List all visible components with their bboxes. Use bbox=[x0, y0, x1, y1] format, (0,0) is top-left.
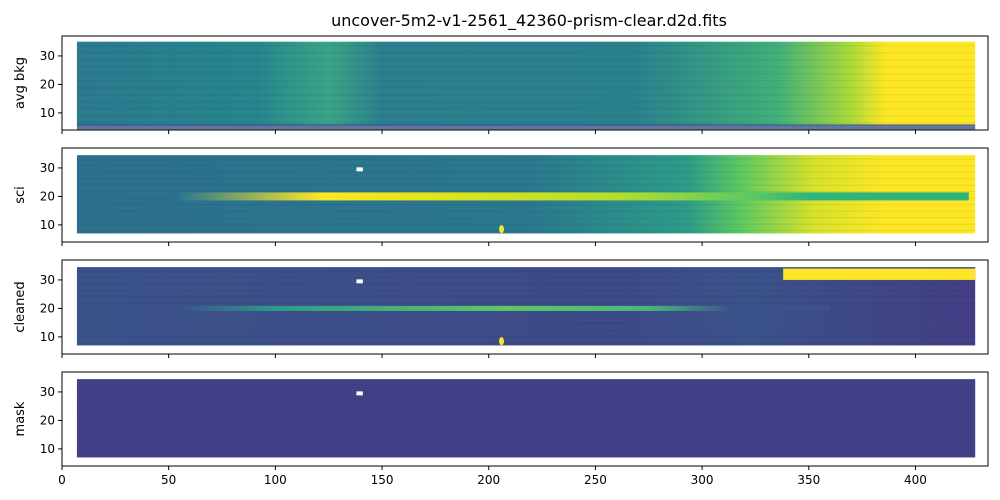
image-mask bbox=[76, 379, 976, 458]
hot-pixel bbox=[499, 337, 505, 346]
row-stripe bbox=[76, 59, 976, 61]
row-stripe bbox=[76, 421, 976, 423]
x-tick-label: 50 bbox=[161, 473, 176, 487]
row-stripe bbox=[76, 342, 976, 344]
row-stripe bbox=[76, 230, 976, 232]
row-stripe bbox=[76, 204, 976, 206]
y-tick-label: 30 bbox=[40, 385, 55, 399]
panel-mask: 10 20 30 mask bbox=[13, 371, 989, 470]
row-stripe bbox=[76, 45, 976, 47]
row-stripe bbox=[76, 191, 976, 193]
panel-cleaned: 10 20 30 cleaned bbox=[13, 259, 989, 358]
x-tick-label: 200 bbox=[477, 473, 500, 487]
row-stripe bbox=[76, 289, 976, 292]
axes-frame bbox=[61, 259, 989, 355]
row-stripe bbox=[76, 164, 976, 167]
row-stripe bbox=[76, 217, 976, 219]
row-stripe bbox=[76, 441, 976, 443]
x-tick-label: 400 bbox=[904, 473, 927, 487]
panels-group: 10 20 30 avg bkg 10 20 30 sci 10 20 30 cleaned 10 20 3… bbox=[13, 35, 989, 470]
y-tick-label: 20 bbox=[40, 189, 55, 203]
row-stripe bbox=[76, 66, 976, 68]
masked-pixel bbox=[356, 167, 363, 172]
row-stripe bbox=[76, 52, 976, 54]
row-stripe bbox=[76, 122, 976, 124]
masked-pixel bbox=[356, 279, 363, 284]
y-tick-label: 30 bbox=[40, 161, 55, 175]
x-tick-label: 100 bbox=[264, 473, 287, 487]
row-stripe bbox=[76, 434, 976, 436]
x-tick-label: 300 bbox=[691, 473, 714, 487]
row-stripe bbox=[76, 184, 976, 186]
y-axis-label: avg bkg bbox=[13, 57, 28, 109]
row-stripe bbox=[76, 177, 976, 180]
y-tick-label: 10 bbox=[40, 106, 55, 120]
row-stripe bbox=[76, 283, 976, 285]
y-tick-label: 20 bbox=[40, 77, 55, 91]
y-axis-label: cleaned bbox=[13, 281, 28, 332]
y-tick-label: 20 bbox=[40, 301, 55, 315]
row-stripe bbox=[76, 415, 976, 417]
row-stripe bbox=[76, 388, 976, 391]
row-stripe bbox=[76, 80, 976, 82]
bottom-edge bbox=[76, 124, 976, 130]
row-stripe bbox=[76, 158, 976, 160]
y-axis-label: sci bbox=[13, 186, 28, 204]
y-axis-label: mask bbox=[13, 401, 28, 436]
row-stripe bbox=[76, 401, 976, 404]
x-tick-label: 350 bbox=[797, 473, 820, 487]
row-stripe bbox=[76, 316, 976, 318]
row-stripe bbox=[76, 408, 976, 410]
spectral-trace bbox=[179, 192, 969, 201]
row-stripe bbox=[76, 296, 976, 298]
axes-frame bbox=[61, 35, 989, 131]
row-stripe bbox=[76, 171, 976, 173]
hot-pixel bbox=[499, 225, 505, 234]
x-tick-label: 250 bbox=[584, 473, 607, 487]
x-tick-label: 150 bbox=[371, 473, 394, 487]
masked-pixel bbox=[356, 391, 363, 396]
row-stripe bbox=[76, 395, 976, 397]
y-tick-label: 10 bbox=[40, 330, 55, 344]
row-stripe bbox=[76, 73, 976, 75]
row-stripe bbox=[76, 115, 976, 117]
axes-frame bbox=[61, 371, 989, 467]
spectral-trace bbox=[179, 305, 831, 311]
row-stripe bbox=[76, 94, 976, 96]
row-stripe bbox=[76, 270, 976, 272]
residual-region bbox=[783, 268, 976, 280]
axes-frame bbox=[61, 147, 989, 243]
row-stripe bbox=[76, 210, 976, 212]
x-tick-label: 0 bbox=[58, 473, 66, 487]
row-stripe bbox=[76, 329, 976, 331]
row-stripe bbox=[76, 87, 976, 89]
row-stripe bbox=[76, 303, 976, 305]
panel-sci: 10 20 30 sci bbox=[13, 147, 989, 246]
x-tick-labels: 0 50 100 150 200 250 300 350 400 bbox=[58, 473, 927, 487]
panel-avg-bkg: 10 20 30 avg bkg bbox=[13, 35, 989, 134]
row-stripe bbox=[76, 447, 976, 449]
row-stripe bbox=[76, 101, 976, 103]
figure-title: uncover-5m2-v1-2561_42360-prism-clear.d2… bbox=[331, 11, 727, 31]
row-stripe bbox=[76, 108, 976, 110]
row-stripe bbox=[76, 276, 976, 279]
y-tick-label: 10 bbox=[40, 218, 55, 232]
row-stripe bbox=[76, 322, 976, 324]
row-stripe bbox=[76, 382, 976, 384]
y-tick-label: 20 bbox=[40, 413, 55, 427]
y-tick-label: 10 bbox=[40, 442, 55, 456]
row-stripe bbox=[76, 454, 976, 456]
row-stripe bbox=[76, 223, 976, 225]
row-stripe bbox=[76, 428, 976, 430]
y-tick-label: 30 bbox=[40, 49, 55, 63]
y-tick-label: 30 bbox=[40, 273, 55, 287]
image-avg-bkg bbox=[76, 41, 976, 126]
row-stripe bbox=[76, 335, 976, 337]
